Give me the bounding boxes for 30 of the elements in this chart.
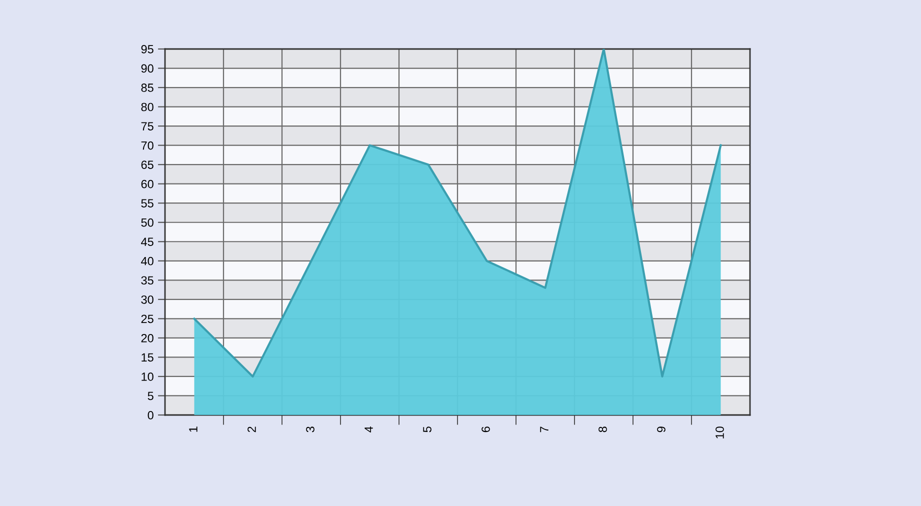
x-tick-label: 2 <box>248 426 256 432</box>
y-tick-label: 80 <box>141 102 154 112</box>
y-tick-label: 50 <box>141 218 154 227</box>
y-tick-label: 75 <box>141 122 154 130</box>
y-tick-label: 25 <box>141 314 154 324</box>
y-tick-label: 65 <box>141 160 154 169</box>
y-tick-label: 15 <box>142 353 154 362</box>
y-tick-label: 55 <box>141 199 154 208</box>
x-tick-label: 3 <box>306 426 314 432</box>
y-tick-label: 70 <box>141 141 154 150</box>
x-tick-label: 7 <box>540 426 548 432</box>
y-tick-label: 10 <box>142 372 154 381</box>
y-tick-label: 90 <box>141 64 154 73</box>
x-tick-label: 10 <box>716 426 724 438</box>
x-tick-label: 8 <box>598 426 607 432</box>
x-tick-label: 6 <box>482 426 490 432</box>
y-tick-label: 20 <box>141 334 154 342</box>
y-tick-label: 45 <box>141 238 154 246</box>
x-tick-label: 4 <box>364 426 373 432</box>
y-tick-label: 35 <box>141 276 154 285</box>
y-tick-label: 5 <box>148 392 154 400</box>
y-tick-label: 30 <box>141 295 154 304</box>
x-tick-label: 1 <box>189 426 198 432</box>
y-tick-label: 0 <box>148 411 154 420</box>
x-tick-label: 5 <box>423 426 432 432</box>
y-tick-label: 85 <box>141 84 154 92</box>
y-tick-label: 95 <box>141 45 154 54</box>
y-tick-label: 40 <box>141 256 154 266</box>
y-tick-label: 60 <box>141 180 154 188</box>
x-tick-label: 9 <box>657 426 666 432</box>
